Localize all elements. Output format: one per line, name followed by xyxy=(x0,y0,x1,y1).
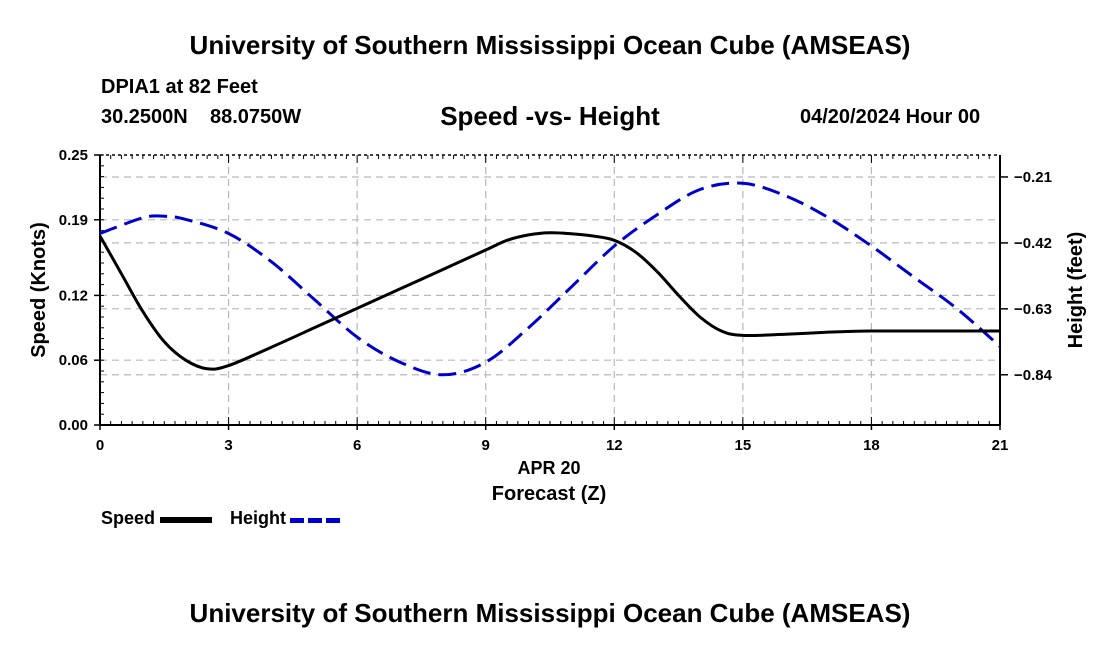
legend-height-swatch xyxy=(290,518,342,523)
y2-tick-label: −0.21 xyxy=(1014,169,1052,186)
chart-title: University of Southern Mississippi Ocean… xyxy=(189,30,911,60)
forecast-date-label: 04/20/2024 Hour 00 xyxy=(800,106,981,128)
x-tick-label: 12 xyxy=(606,437,623,454)
y-tick-label: 0.19 xyxy=(59,212,88,229)
x-tick-label: 6 xyxy=(353,437,361,454)
legend-speed-swatch xyxy=(160,517,212,523)
footer-title: University of Southern Mississippi Ocean… xyxy=(189,598,911,628)
latitude-label: 30.2500N xyxy=(101,106,188,128)
y-tick-label: 0.00 xyxy=(59,417,88,434)
y-axis-label: Speed (Knots) xyxy=(28,222,50,358)
x-tick-label: 15 xyxy=(735,437,752,454)
x-tick-label: 18 xyxy=(863,437,880,454)
y-tick-label: 0.12 xyxy=(59,287,88,304)
y2-tick-label: −0.84 xyxy=(1014,367,1053,384)
chart-subtitle: Speed -vs- Height xyxy=(440,101,660,131)
longitude-label: 88.0750W xyxy=(210,106,302,128)
x-tick-label: 0 xyxy=(96,437,104,454)
x-axis-label: Forecast (Z) xyxy=(492,483,606,505)
x-tick-label: 21 xyxy=(992,437,1009,454)
x-tick-label: 3 xyxy=(224,437,232,454)
y2-axis-label: Height (feet) xyxy=(1065,232,1087,349)
y-tick-label: 0.25 xyxy=(59,147,88,164)
axes xyxy=(94,154,1008,430)
y-tick-label: 0.06 xyxy=(59,352,88,369)
height-series-line xyxy=(99,181,1001,377)
legend-height-label: Height xyxy=(230,508,286,528)
x-axis-date-label: APR 20 xyxy=(517,458,580,478)
legend-speed-label: Speed xyxy=(101,508,156,528)
grid-layer xyxy=(100,155,1000,425)
y2-tick-label: −0.42 xyxy=(1014,235,1052,252)
x-tick-label: 9 xyxy=(482,437,490,454)
speed-series-line xyxy=(98,231,1000,371)
minor-ticks xyxy=(99,154,1001,426)
station-label: DPIA1 at 82 Feet xyxy=(101,76,258,98)
tick-labels: 0 3 6 9 12 15 18 21 0.00 0.06 0.12 0.19 0.25 −0.21 −0.… xyxy=(59,147,1053,454)
y2-tick-label: −0.63 xyxy=(1014,301,1052,318)
